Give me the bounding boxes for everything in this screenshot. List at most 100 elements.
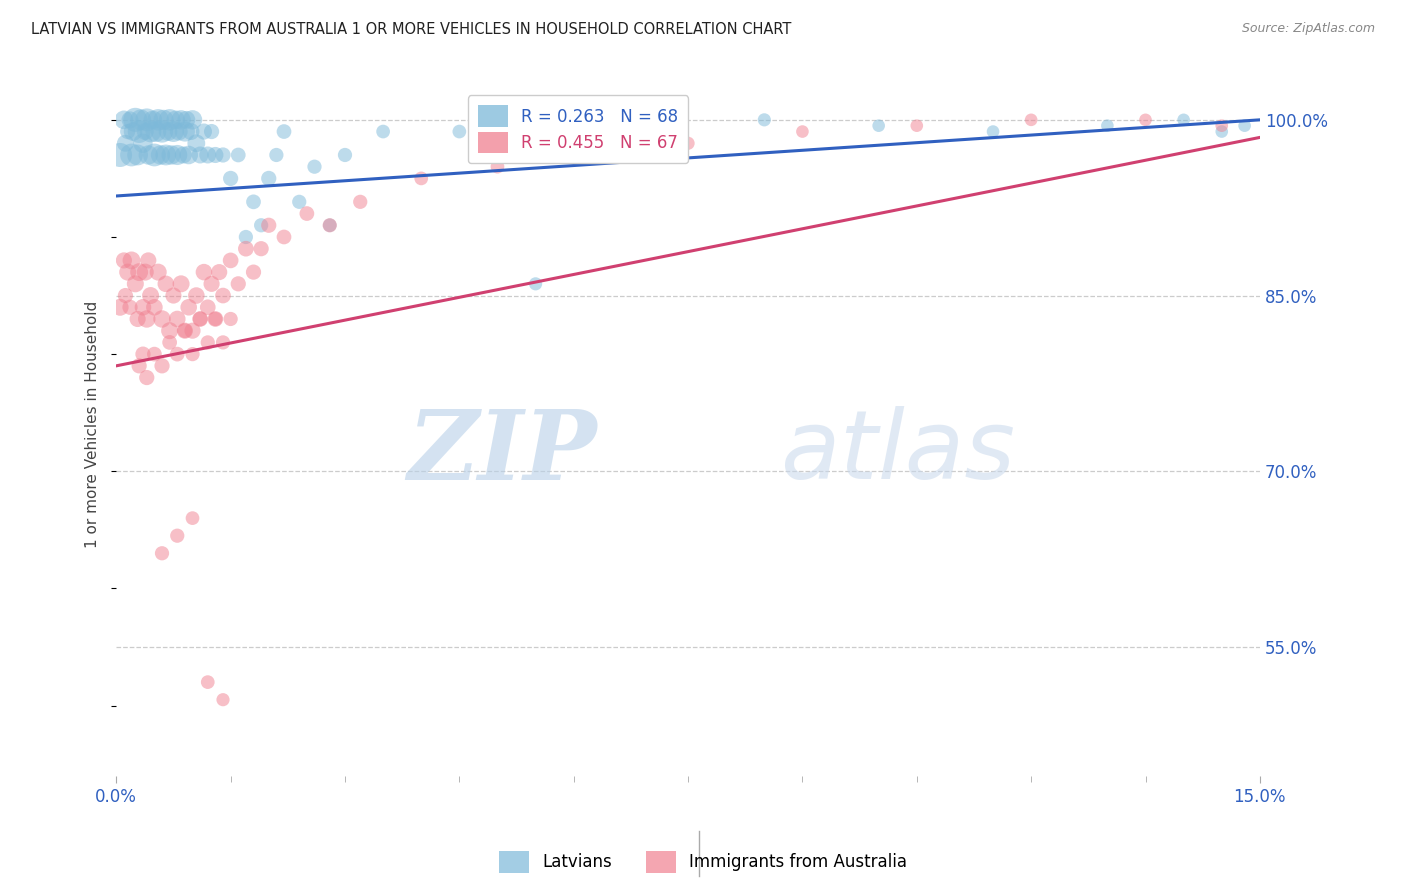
Point [562,148,585,162]
Point [166,312,188,326]
Point [1097,119,1119,133]
Text: Source: ZipAtlas.com: Source: ZipAtlas.com [1241,22,1375,36]
Point [150,312,173,326]
Point [204,312,226,326]
Point [117,265,139,279]
Point [181,347,204,361]
Point [128,124,150,138]
Point [139,288,162,302]
Point [108,148,131,162]
Point [112,253,135,268]
Point [159,112,181,127]
Point [905,119,928,133]
Point [319,219,342,233]
Point [136,253,159,268]
Legend: Latvians, Immigrants from Australia: Latvians, Immigrants from Australia [492,845,914,880]
Point [200,124,222,138]
Point [112,112,135,127]
Point [132,136,155,151]
Point [333,148,356,162]
Legend: R = 0.263   N = 68, R = 0.455   N = 67: R = 0.263 N = 68, R = 0.455 N = 67 [468,95,688,163]
Point [148,112,170,127]
Point [319,219,342,233]
Point [149,148,172,162]
Point [159,335,181,350]
Point [117,124,139,138]
Point [295,206,318,220]
Point [152,112,174,127]
Point [235,230,257,244]
Point [162,288,184,302]
Point [170,112,193,127]
Point [134,124,156,138]
Point [250,219,273,233]
Point [132,347,155,361]
Point [449,124,471,138]
Point [127,148,149,162]
Point [226,148,249,162]
Y-axis label: 1 or more Vehicles in Household: 1 or more Vehicles in Household [86,301,100,548]
Point [143,148,166,162]
Point [128,265,150,279]
Point [121,148,143,162]
Point [197,148,219,162]
Point [1233,119,1256,133]
Point [143,300,166,314]
Point [219,253,242,268]
Point [135,112,157,127]
Point [160,148,183,162]
Point [108,300,131,314]
Point [250,242,273,256]
Point [150,546,173,560]
Point [266,148,288,162]
Point [197,675,219,690]
Point [170,277,193,291]
Point [411,171,433,186]
Point [219,312,242,326]
Point [638,124,661,138]
Point [219,171,242,186]
Point [188,312,211,326]
Point [1173,112,1195,127]
Point [148,265,170,279]
Point [868,119,890,133]
Text: ZIP: ZIP [406,406,596,500]
Text: atlas: atlas [779,406,1015,499]
Point [139,124,162,138]
Point [114,136,136,151]
Point [193,265,215,279]
Point [150,359,173,373]
Point [134,265,156,279]
Point [145,124,167,138]
Point [1211,119,1233,133]
Point [181,112,204,127]
Point [676,136,699,151]
Point [186,136,208,151]
Point [166,529,188,543]
Point [166,347,188,361]
Point [212,288,235,302]
Point [212,692,235,706]
Point [155,277,177,291]
Point [118,300,141,314]
Point [792,124,814,138]
Point [124,277,146,291]
Point [159,324,181,338]
Point [132,300,155,314]
Point [167,124,190,138]
Point [257,171,280,186]
Point [166,148,188,162]
Point [193,124,215,138]
Point [181,324,204,338]
Point [155,148,177,162]
Point [188,312,211,326]
Point [114,288,136,302]
Point [128,359,150,373]
Point [288,194,311,209]
Point [1019,112,1042,127]
Point [257,219,280,233]
Point [176,112,198,127]
Point [136,148,159,162]
Point [204,148,226,162]
Point [177,148,200,162]
